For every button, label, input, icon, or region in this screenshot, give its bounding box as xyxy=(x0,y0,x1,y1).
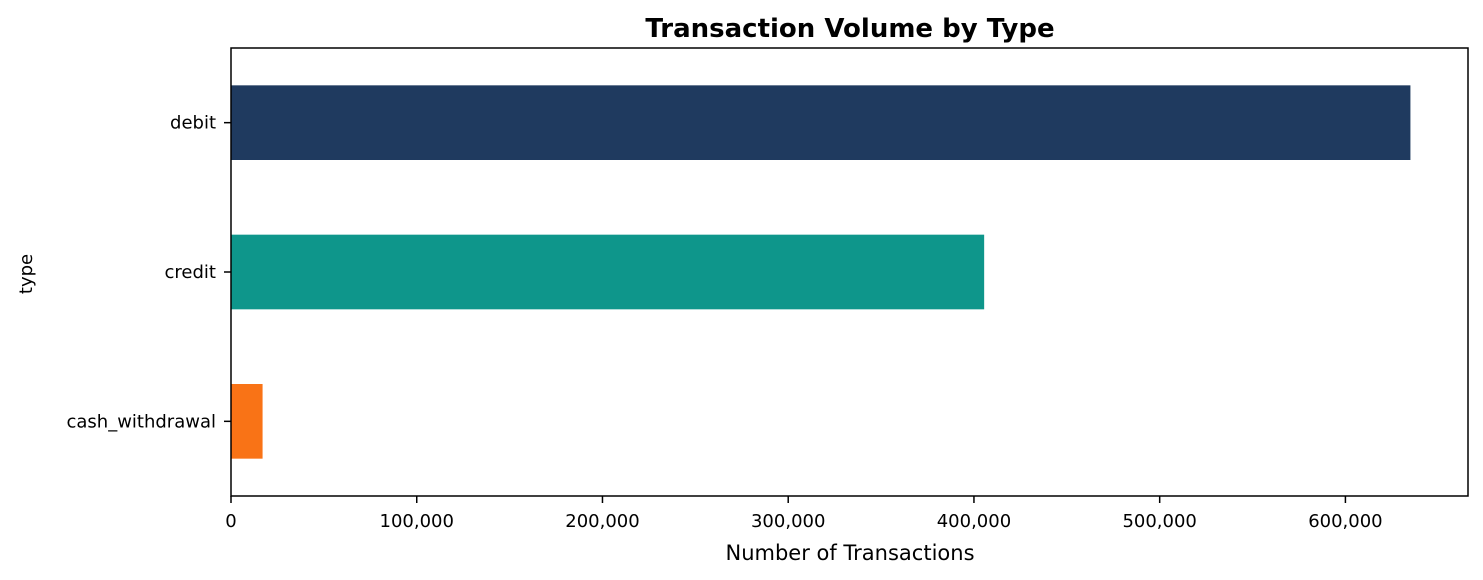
x-tick-label: 100,000 xyxy=(380,511,454,532)
y-tick-label: debit xyxy=(170,113,216,134)
bar-credit xyxy=(231,234,985,310)
chart-title: Transaction Volume by Type xyxy=(645,14,1054,44)
y-tick-label: credit xyxy=(165,262,216,283)
x-axis-label: Number of Transactions xyxy=(725,541,974,565)
bar-debit xyxy=(231,85,1411,160)
x-tick-label: 500,000 xyxy=(1122,511,1196,532)
x-tick-label: 600,000 xyxy=(1308,511,1382,532)
bars xyxy=(231,85,1411,459)
x-tick-label: 200,000 xyxy=(565,511,639,532)
x-axis-ticks: 0 100,000 200,000 300,000 400,000 500,000 600,… xyxy=(225,496,1383,532)
y-axis-label: type xyxy=(16,254,37,294)
y-axis-ticks: debit credit cash_withdrawal xyxy=(66,113,231,432)
bar-cash-withdrawal xyxy=(231,384,263,459)
x-tick-label: 300,000 xyxy=(751,511,825,532)
x-tick-label: 400,000 xyxy=(937,511,1011,532)
y-tick-label: cash_withdrawal xyxy=(66,411,216,432)
x-tick-label: 0 xyxy=(225,511,236,532)
